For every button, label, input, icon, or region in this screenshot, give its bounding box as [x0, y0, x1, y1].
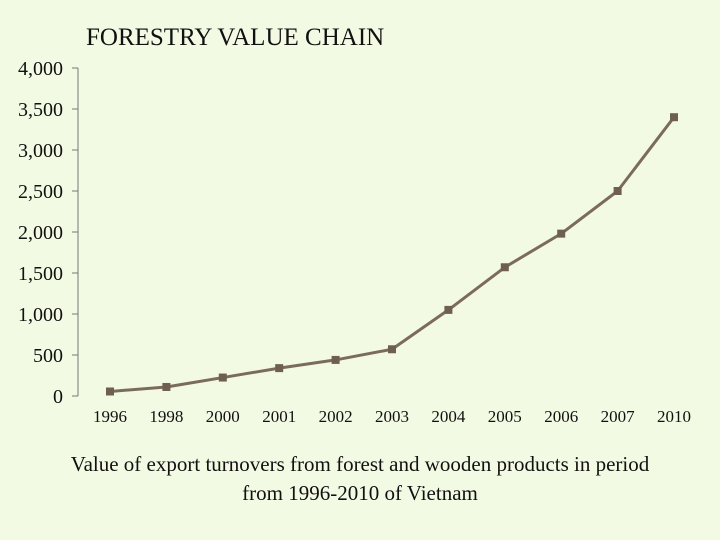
x-tick-label: 2004 — [431, 407, 466, 426]
y-tick-label: 2,000 — [18, 222, 63, 244]
data-point-marker — [331, 355, 340, 364]
y-tick-label: 500 — [33, 345, 63, 367]
y-tick-label: 4,000 — [18, 58, 63, 80]
data-point-marker — [162, 382, 171, 391]
y-tick-label: 2,500 — [18, 181, 63, 203]
y-tick-label: 1,000 — [18, 304, 63, 326]
x-tick-label: 2006 — [544, 407, 578, 426]
x-tick-label: 2000 — [206, 407, 240, 426]
data-point-marker — [275, 364, 284, 373]
y-tick-label: 0 — [53, 386, 63, 408]
data-point-marker — [613, 187, 622, 195]
x-tick-label: 2003 — [375, 407, 409, 426]
data-point-marker — [218, 373, 227, 382]
x-tick-label: 2007 — [601, 407, 636, 426]
x-tick-label: 2001 — [262, 407, 296, 426]
x-tick-label: 2010 — [657, 407, 691, 426]
data-point-marker — [444, 305, 453, 314]
data-point-marker — [388, 345, 396, 354]
data-point-marker — [500, 263, 509, 272]
chart-title: FORESTRY VALUE CHAIN — [86, 24, 385, 51]
line-chart: 0 500 1,000 1,500 2,000 2,500 3,000 3,500 4,000 1… — [18, 58, 691, 426]
caption-line-1: Value of export turnovers from forest an… — [70, 452, 650, 476]
y-tick-label: 1,500 — [18, 263, 63, 285]
x-tick-label: 1998 — [149, 407, 183, 426]
x-tick-label: 2005 — [488, 407, 522, 426]
data-point-marker — [557, 229, 566, 238]
data-point-marker — [106, 387, 114, 396]
y-tick-label: 3,500 — [18, 99, 63, 121]
y-tick-label: 3,000 — [18, 140, 63, 162]
x-tick-label: 2002 — [319, 407, 353, 426]
chart-caption: Value of export turnovers from forest an… — [0, 450, 720, 508]
caption-line-2: from 1996-2010 of Vietnam — [242, 481, 478, 505]
x-tick-label: 1996 — [93, 407, 127, 426]
data-point-marker — [670, 113, 678, 122]
